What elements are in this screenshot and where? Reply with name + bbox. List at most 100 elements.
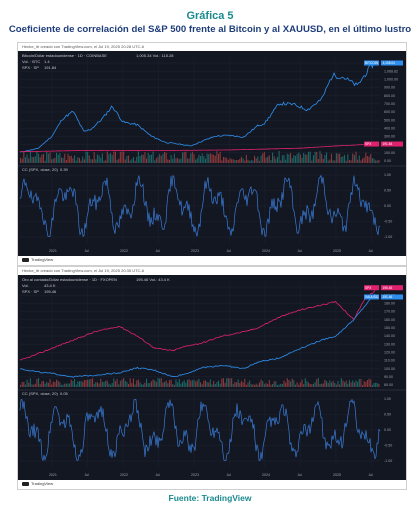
volume-bar [34,383,36,387]
legend-spx-value: 191.84 [44,65,57,70]
volume-bar [165,380,167,387]
volume-bar [278,384,280,387]
volume-bar [164,381,166,387]
volume-bar [306,154,308,163]
volume-bar [366,380,369,387]
volume-bar [208,154,210,163]
volume-bar [51,384,53,387]
volume-bar [257,384,259,387]
volume-bar [370,379,372,387]
volume-bar [67,383,69,387]
volume-bar [272,384,274,387]
volume-bar [211,154,213,163]
volume-bar [154,160,156,163]
x-axis-label: 2022 [120,249,128,253]
volume-bar [352,153,354,163]
legend-spx: SPX · SP [22,289,39,294]
volume-bar [111,382,113,387]
x-axis-label: 2023 [191,473,199,477]
volume-bar [344,154,346,163]
price-axis-label: 150.00 [384,326,395,330]
volume-bar [168,380,171,387]
volume-bar [330,382,333,387]
x-axis-label: Jul [84,249,89,253]
volume-bar [258,382,261,387]
volume-bar [175,379,177,387]
x-axis-label: 2021 [49,473,57,477]
volume-bar [72,381,74,387]
x-axis-label: 2024 [262,473,270,477]
volume-bar [234,160,236,163]
volume-bar [52,381,54,387]
osc-axis-label: 0.50 [384,189,391,193]
volume-bar [78,157,81,163]
series-line-1 [19,143,376,153]
volume-bar [293,380,295,387]
volume-bar [108,154,110,163]
x-axis-label: Jul [226,249,231,253]
volume-bar [211,384,213,387]
volume-bar [119,151,121,163]
volume-bar [375,382,377,387]
volume-bar [234,381,236,387]
volume-bar [29,378,31,387]
volume-bar [303,384,305,387]
volume-bar [229,378,231,387]
volume-bar [283,155,285,163]
x-axis-label: 2025 [333,249,341,253]
volume-bar [291,158,293,163]
price-tag-name: SPX [365,142,372,146]
volume-bar [139,382,141,387]
volume-bar [92,378,94,387]
volume-bar [62,384,64,387]
volume-bar [350,160,352,163]
volume-bar [301,157,303,163]
volume-bar [358,379,360,387]
volume-bar [116,378,118,387]
correlation-line [19,174,381,238]
volume-bar [186,158,189,163]
x-axis-label: Jul [155,249,160,253]
volume-bar [347,383,349,387]
volume-bar [301,379,303,387]
price-axis-label: 500.00 [384,118,395,122]
volume-bar [82,381,84,387]
volume-bar [105,380,107,387]
volume-bar [123,378,125,387]
volume-bar [357,159,359,163]
x-axis-label: 2021 [49,249,57,253]
volume-bar [69,383,71,387]
oscillator-label: CC (SPX, close, 20) [22,167,58,172]
volume-bar [172,384,174,387]
volume-bar [196,380,198,387]
volume-bar [41,381,43,387]
volume-bar [283,380,285,387]
x-axis-label: Jul [226,473,231,477]
volume-bar [362,384,364,387]
volume-bar [183,380,185,387]
price-tag-label [364,141,379,147]
volume-bar [273,381,275,387]
volume-bar [245,154,247,163]
volume-bar [299,154,301,163]
volume-bar [270,160,272,163]
volume-bar [222,156,225,163]
price-tag-label [364,60,379,66]
volume-bar [177,157,179,163]
volume-bar [38,378,40,387]
volume-bar [121,151,123,163]
volume-bar [147,152,149,163]
volume-bar [219,151,221,163]
volume-bar [118,384,120,387]
osc-axis-label: -0.50 [384,444,392,448]
chart-area-gold[interactable]: 200.00190.00180.00170.00160.00150.00140.… [18,275,406,480]
volume-bar [293,155,295,163]
price-axis-label: 80.00 [384,383,393,387]
volume-bar [363,381,365,387]
price-tag-label [364,294,379,300]
chart-area-bitcoin[interactable]: 1,108.04 1,068.82 1,000.00 900.00 800.00 700.… [18,51,406,256]
volume-bar [160,378,162,387]
volume-bar [236,382,238,387]
volume-bar [195,159,197,163]
series-line-1 [19,293,376,378]
